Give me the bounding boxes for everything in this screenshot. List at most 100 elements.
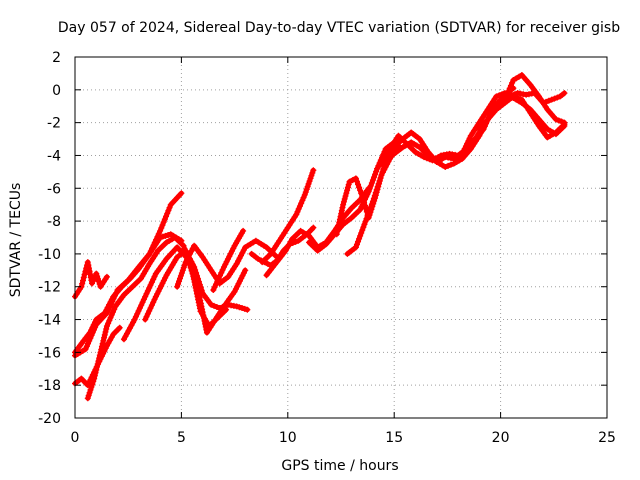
- data-point: [150, 276, 157, 283]
- data-point: [542, 98, 549, 105]
- data-point: [202, 323, 209, 330]
- data-point: [496, 92, 503, 99]
- series-trace-7: [142, 247, 251, 323]
- series-trace-3: [72, 190, 185, 356]
- data-point: [146, 250, 153, 257]
- data-point: [555, 117, 562, 124]
- data-point: [149, 245, 156, 252]
- data-point: [150, 242, 157, 249]
- data-point: [360, 196, 367, 203]
- data-point: [234, 283, 241, 290]
- data-point: [363, 215, 370, 222]
- data-point: [222, 261, 229, 268]
- data-point: [548, 96, 555, 103]
- data-point: [551, 95, 558, 102]
- data-point: [340, 201, 347, 208]
- x-tick-label: 5: [177, 430, 186, 446]
- data-point: [147, 305, 154, 312]
- data-point: [81, 271, 88, 278]
- data-point: [85, 340, 92, 347]
- data-point: [356, 235, 363, 242]
- data-point: [154, 290, 161, 297]
- data-point: [336, 216, 343, 223]
- data-point: [374, 183, 381, 190]
- data-point: [349, 177, 356, 184]
- data-point: [147, 282, 154, 289]
- data-point: [507, 82, 514, 89]
- y-tick-label: -20: [38, 411, 61, 427]
- data-point: [219, 266, 226, 273]
- data-point: [233, 303, 240, 310]
- data-point: [368, 179, 375, 186]
- data-point: [197, 284, 204, 291]
- data-point: [151, 296, 158, 303]
- data-point: [143, 290, 150, 297]
- x-axis-label: GPS time / hours: [281, 458, 398, 474]
- data-point: [442, 163, 449, 170]
- data-point: [178, 270, 185, 277]
- series-trace-2: [72, 231, 185, 359]
- data-point: [180, 264, 187, 271]
- y-tick-label: -12: [38, 280, 61, 296]
- x-tick-label: 15: [385, 430, 403, 446]
- data-point: [552, 116, 559, 123]
- data-point: [226, 253, 233, 260]
- data-point: [358, 229, 365, 236]
- data-point: [150, 299, 157, 306]
- data-point: [151, 273, 158, 280]
- data-point: [174, 283, 181, 290]
- data-point: [87, 274, 94, 281]
- data-point: [134, 310, 141, 317]
- data-point: [561, 119, 568, 126]
- data-point: [192, 266, 199, 273]
- data-point: [101, 334, 108, 341]
- data-point: [153, 236, 160, 243]
- data-point: [511, 91, 518, 98]
- data-point: [165, 207, 172, 214]
- data-point: [136, 305, 143, 312]
- data-point: [131, 316, 138, 323]
- data-point: [516, 95, 523, 102]
- data-point: [178, 190, 185, 197]
- data-point: [148, 302, 155, 309]
- data-point: [87, 271, 94, 278]
- data-point: [303, 186, 310, 193]
- data-point: [213, 303, 220, 310]
- data-point: [85, 265, 92, 272]
- data-point: [94, 275, 101, 282]
- data-point: [304, 183, 311, 190]
- data-point: [89, 381, 96, 388]
- data-point: [255, 255, 262, 262]
- data-point: [196, 294, 203, 301]
- data-point: [359, 227, 366, 234]
- data-point: [139, 299, 146, 306]
- data-point: [232, 285, 239, 292]
- data-point: [506, 85, 513, 92]
- data-point: [301, 191, 308, 198]
- data-point: [91, 375, 98, 382]
- data-point: [211, 302, 218, 309]
- data-point: [157, 227, 164, 234]
- data-point: [554, 94, 561, 101]
- data-point: [377, 175, 384, 182]
- data-point: [191, 264, 198, 271]
- series-layer: [72, 72, 568, 402]
- data-point: [359, 193, 366, 200]
- tick-layer: 0 5 10 15 20 25-20-18-16-14-12-10-8-6-4-202: [38, 50, 616, 446]
- data-point: [309, 169, 316, 176]
- data-point: [240, 269, 247, 276]
- data-point: [199, 306, 206, 313]
- data-point: [179, 267, 186, 274]
- data-point: [353, 241, 360, 248]
- series-trace-1: [72, 259, 110, 300]
- data-point: [88, 384, 95, 391]
- data-point: [98, 343, 105, 350]
- data-point: [94, 273, 101, 280]
- data-point: [352, 175, 359, 182]
- data-point: [94, 361, 101, 368]
- y-tick-label: -6: [47, 181, 61, 197]
- data-point: [193, 269, 200, 276]
- x-tick-label: 25: [598, 430, 616, 446]
- y-tick-label: -18: [38, 378, 61, 394]
- data-point: [99, 340, 106, 347]
